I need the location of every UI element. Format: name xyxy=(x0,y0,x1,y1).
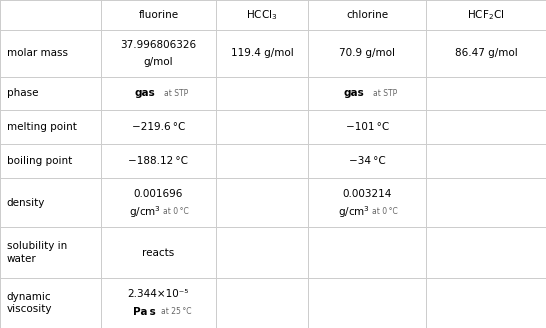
Text: molar mass: molar mass xyxy=(7,48,68,58)
Text: dynamic
viscosity: dynamic viscosity xyxy=(7,292,52,314)
Text: density: density xyxy=(7,198,45,208)
Text: reacts: reacts xyxy=(142,248,175,257)
Text: 37.996806326: 37.996806326 xyxy=(120,40,197,50)
Text: fluorine: fluorine xyxy=(138,10,179,20)
Text: Pa s: Pa s xyxy=(133,307,156,317)
Text: boiling point: boiling point xyxy=(7,156,72,166)
Text: HCF$_{2}$Cl: HCF$_{2}$Cl xyxy=(467,8,505,22)
Text: melting point: melting point xyxy=(7,122,76,133)
Text: −188.12 °C: −188.12 °C xyxy=(128,156,188,166)
Text: −34 °C: −34 °C xyxy=(349,156,385,166)
Text: chlorine: chlorine xyxy=(346,10,388,20)
Text: g/cm$^3$: g/cm$^3$ xyxy=(337,204,370,219)
Text: HCCl$_{3}$: HCCl$_{3}$ xyxy=(246,8,278,22)
Text: 70.9 g/mol: 70.9 g/mol xyxy=(339,48,395,58)
Text: −219.6 °C: −219.6 °C xyxy=(132,122,185,133)
Text: gas: gas xyxy=(343,89,364,98)
Text: at 0 °C: at 0 °C xyxy=(372,207,397,216)
Text: at STP: at STP xyxy=(373,89,397,98)
Text: −101 °C: −101 °C xyxy=(346,122,389,133)
Text: gas: gas xyxy=(134,89,155,98)
Text: 0.003214: 0.003214 xyxy=(342,189,392,199)
Text: 0.001696: 0.001696 xyxy=(134,189,183,199)
Text: g/mol: g/mol xyxy=(144,57,173,67)
Text: 86.47 g/mol: 86.47 g/mol xyxy=(455,48,517,58)
Text: at 25 °C: at 25 °C xyxy=(161,307,192,317)
Text: phase: phase xyxy=(7,89,38,98)
Text: 119.4 g/mol: 119.4 g/mol xyxy=(231,48,293,58)
Text: g/cm$^3$: g/cm$^3$ xyxy=(129,204,161,219)
Text: at STP: at STP xyxy=(164,89,188,98)
Text: solubility in
water: solubility in water xyxy=(7,241,67,264)
Text: 2.344×10⁻⁵: 2.344×10⁻⁵ xyxy=(128,289,189,299)
Text: at 0 °C: at 0 °C xyxy=(163,207,189,216)
